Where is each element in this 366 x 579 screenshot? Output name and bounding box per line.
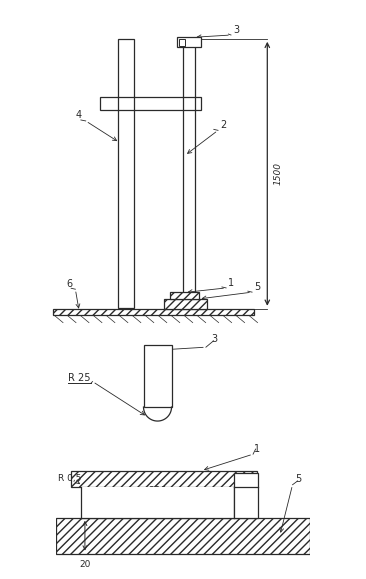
- Text: 5: 5: [254, 282, 261, 292]
- Bar: [183, 39, 195, 308]
- Text: R 25: R 25: [68, 373, 91, 383]
- Bar: [179, 39, 184, 46]
- Text: 20: 20: [79, 560, 91, 569]
- Bar: [234, 473, 258, 518]
- Text: 5: 5: [295, 474, 301, 484]
- Text: 1: 1: [254, 444, 261, 453]
- Bar: [170, 292, 199, 299]
- Text: 1: 1: [228, 278, 235, 288]
- Text: 4: 4: [76, 111, 82, 120]
- Bar: [53, 309, 254, 314]
- Bar: [71, 471, 257, 488]
- Text: 6: 6: [66, 279, 72, 289]
- Bar: [164, 299, 207, 309]
- Bar: [143, 345, 172, 407]
- Text: 1500: 1500: [274, 162, 283, 185]
- Text: 3: 3: [233, 25, 239, 35]
- Bar: [100, 97, 201, 110]
- Bar: [177, 37, 201, 47]
- Bar: [164, 299, 207, 309]
- Bar: [81, 488, 234, 518]
- Bar: [170, 292, 199, 299]
- Text: R 0,5: R 0,5: [58, 474, 82, 483]
- Text: 2: 2: [220, 120, 227, 130]
- Bar: [118, 39, 134, 308]
- Text: 200: 200: [148, 486, 167, 496]
- Text: 3: 3: [211, 334, 217, 344]
- Bar: [56, 518, 310, 554]
- Text: 50: 50: [241, 489, 251, 502]
